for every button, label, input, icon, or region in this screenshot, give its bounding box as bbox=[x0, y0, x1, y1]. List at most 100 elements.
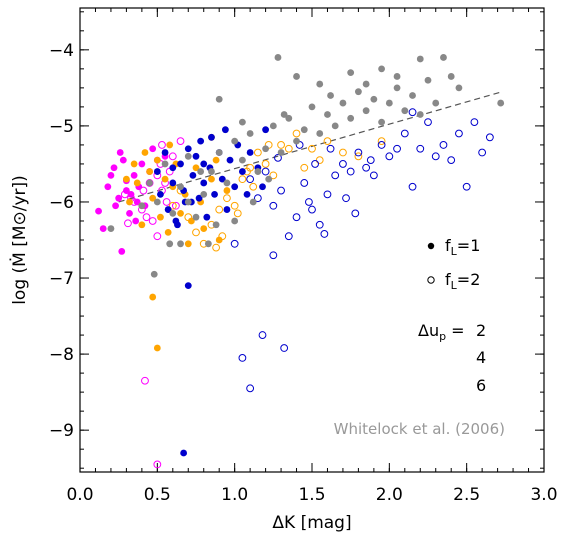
blue-open-point bbox=[478, 148, 487, 157]
blue-open-point bbox=[230, 239, 239, 248]
fit-line bbox=[118, 91, 503, 203]
svg-text:fL=1: fL=1 bbox=[445, 236, 480, 258]
gray-filled-point bbox=[249, 198, 257, 206]
blue-filled-point bbox=[189, 171, 197, 179]
fit-line-segment bbox=[118, 91, 503, 203]
blue-filled-point bbox=[211, 190, 218, 198]
gray-filled-point bbox=[192, 213, 200, 221]
pink-open-point bbox=[124, 219, 132, 228]
orange-open-point bbox=[249, 182, 258, 191]
orange-filled-point bbox=[133, 179, 141, 187]
blue-open-point bbox=[269, 251, 278, 260]
blue-filled-point bbox=[195, 194, 203, 202]
blue-open-point bbox=[339, 160, 347, 168]
gray-filled-point bbox=[285, 114, 293, 122]
gray-filled-point bbox=[231, 217, 239, 225]
blue-filled-point bbox=[226, 156, 234, 164]
gray-filled-point bbox=[385, 99, 393, 107]
pink-filled-point bbox=[110, 164, 118, 172]
orange-open-point bbox=[315, 156, 324, 165]
blue-open-point bbox=[377, 141, 386, 149]
gray-filled-point bbox=[200, 190, 208, 198]
pink-filled-point bbox=[130, 171, 138, 179]
svg-text:Δup =: Δup = bbox=[418, 321, 465, 343]
pink-open-point bbox=[153, 460, 162, 469]
orange-open-point bbox=[292, 129, 301, 138]
blue-filled-point bbox=[192, 152, 200, 160]
orange-open-point bbox=[253, 148, 262, 157]
orange-filled-point bbox=[223, 187, 231, 194]
gray-filled-point bbox=[212, 221, 220, 229]
blue-open-point bbox=[354, 148, 363, 157]
pink-filled-point bbox=[107, 171, 115, 179]
gray-filled-point bbox=[362, 107, 370, 115]
orange-open-point bbox=[308, 144, 316, 153]
pink-open-point bbox=[171, 201, 180, 210]
legend-du-label: Δu bbox=[418, 321, 439, 340]
blue-open-point bbox=[366, 156, 375, 165]
gray-filled-point bbox=[138, 202, 146, 210]
blue-open-point bbox=[311, 160, 319, 168]
orange-open-point bbox=[223, 194, 231, 203]
gray-filled-point bbox=[246, 130, 254, 137]
pink-filled-point bbox=[132, 217, 140, 225]
pink-filled-point bbox=[112, 202, 119, 210]
blue-open-point bbox=[274, 153, 282, 162]
y-tick-label: −6 bbox=[49, 193, 74, 213]
credit-text: Whitelock et al. (2006) bbox=[334, 420, 505, 438]
gray-filled-point bbox=[378, 118, 385, 126]
blue-open-point bbox=[261, 167, 270, 176]
orange-open-point bbox=[230, 201, 239, 210]
blue-open-point bbox=[470, 118, 479, 126]
orange-filled-point bbox=[192, 164, 200, 172]
blue-open-point bbox=[320, 230, 329, 238]
gray-filled-point bbox=[184, 198, 192, 206]
blue-filled-point bbox=[208, 133, 215, 141]
blue-filled-point bbox=[180, 449, 188, 457]
gray-filled-point bbox=[316, 130, 324, 137]
pink-filled-point bbox=[99, 225, 107, 232]
gray-filled-point bbox=[197, 168, 205, 175]
orange-filled-point bbox=[161, 175, 169, 183]
gray-filled-point bbox=[416, 111, 424, 118]
blue-open-point bbox=[253, 194, 262, 203]
legend-du-value-6: 6 bbox=[476, 376, 486, 395]
gray-filled-point bbox=[362, 80, 370, 88]
pink-filled-point bbox=[115, 194, 123, 202]
orange-filled-point bbox=[141, 149, 149, 156]
blue-open-point bbox=[462, 182, 471, 191]
orange-filled-point bbox=[146, 168, 154, 175]
gray-filled-point bbox=[169, 209, 177, 217]
y-tick-label: −9 bbox=[49, 421, 74, 441]
pink-open-point bbox=[158, 141, 166, 149]
gray-filled-point bbox=[231, 137, 239, 145]
gray-filled-point bbox=[215, 95, 223, 103]
orange-filled-point bbox=[130, 160, 138, 168]
x-tick-label: 0.5 bbox=[144, 485, 171, 505]
gray-filled-point bbox=[378, 65, 385, 73]
gray-filled-point bbox=[150, 270, 158, 278]
orange-open-point bbox=[218, 232, 227, 241]
pink-open-point bbox=[148, 217, 157, 225]
blue-open-point bbox=[385, 152, 394, 161]
x-tick-label: 1.0 bbox=[221, 485, 248, 505]
pink-filled-point bbox=[104, 183, 112, 191]
orange-open-point bbox=[377, 137, 386, 146]
orange-filled-point bbox=[138, 221, 146, 229]
orange-filled-point bbox=[126, 198, 133, 206]
gray-filled-point bbox=[280, 111, 288, 118]
blue-open-point bbox=[342, 194, 350, 203]
gray-filled-point bbox=[424, 76, 432, 84]
blue-filled-point bbox=[197, 137, 205, 145]
blue-open-point bbox=[455, 129, 463, 138]
x-tick-label: 2.0 bbox=[376, 485, 403, 505]
blue-open-point bbox=[300, 179, 309, 187]
y-tick-label: −4 bbox=[49, 41, 74, 61]
blue-filled-point bbox=[231, 183, 239, 191]
gray-filled-point bbox=[327, 92, 334, 99]
x-tick-label: 2.5 bbox=[453, 485, 480, 505]
gray-filled-point bbox=[370, 95, 378, 103]
gray-filled-point bbox=[409, 92, 416, 99]
blue-filled-point bbox=[200, 179, 208, 187]
orange-open-point bbox=[277, 141, 285, 149]
